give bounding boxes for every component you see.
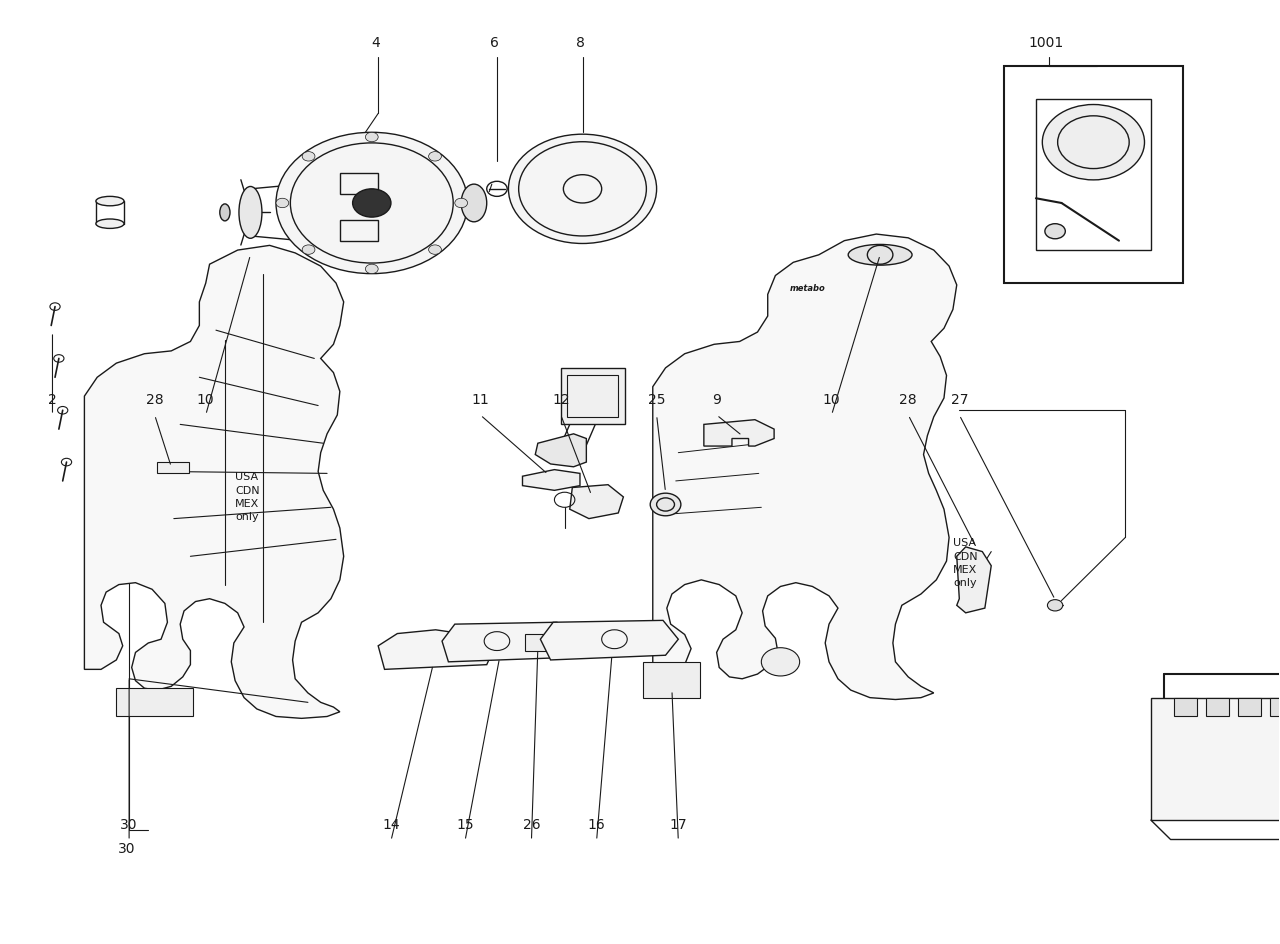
Text: 12: 12	[552, 392, 570, 406]
Circle shape	[650, 494, 681, 516]
Ellipse shape	[239, 187, 262, 239]
Text: USA
CDN
MEX
only: USA CDN MEX only	[236, 472, 260, 521]
Bar	[1004, 67, 1183, 284]
Polygon shape	[535, 434, 586, 467]
Circle shape	[365, 265, 378, 275]
Ellipse shape	[96, 197, 124, 207]
Text: 30: 30	[118, 841, 136, 855]
Bar	[340, 174, 378, 194]
Bar	[340, 221, 378, 242]
Text: 15: 15	[456, 818, 474, 832]
Text: 14: 14	[383, 818, 399, 832]
Polygon shape	[570, 485, 623, 519]
Text: 6: 6	[490, 37, 499, 50]
Polygon shape	[84, 246, 344, 718]
Polygon shape	[540, 621, 678, 660]
Circle shape	[454, 199, 467, 209]
Bar	[157, 463, 189, 474]
Bar	[561, 368, 625, 425]
Text: 10: 10	[823, 392, 841, 406]
Ellipse shape	[96, 220, 124, 229]
Polygon shape	[653, 235, 956, 700]
Text: 27: 27	[951, 392, 968, 406]
Ellipse shape	[285, 185, 317, 242]
Bar	[1036, 100, 1151, 251]
Polygon shape	[956, 548, 991, 614]
Bar	[1174, 698, 1197, 716]
Text: metabo: metabo	[790, 284, 826, 293]
Text: 25: 25	[648, 392, 666, 406]
Text: 9: 9	[712, 392, 721, 406]
Text: 2: 2	[49, 392, 56, 406]
Bar	[1238, 698, 1261, 716]
Text: 11: 11	[471, 392, 489, 406]
Text: 8: 8	[576, 37, 585, 50]
Bar	[1270, 698, 1280, 716]
Bar	[643, 662, 700, 698]
Circle shape	[1042, 106, 1144, 180]
Circle shape	[302, 153, 315, 161]
Circle shape	[1044, 225, 1065, 240]
Circle shape	[508, 135, 657, 244]
Text: 16: 16	[588, 818, 605, 832]
Ellipse shape	[220, 205, 230, 222]
Circle shape	[302, 245, 315, 255]
Bar	[1151, 698, 1280, 820]
Bar	[567, 376, 618, 417]
Polygon shape	[442, 623, 570, 662]
Text: 30: 30	[120, 818, 138, 832]
Text: 4: 4	[371, 37, 380, 50]
Bar	[1206, 698, 1229, 716]
Circle shape	[352, 190, 390, 218]
Text: 1001: 1001	[1029, 37, 1064, 50]
Circle shape	[276, 199, 289, 209]
Ellipse shape	[849, 245, 913, 266]
Circle shape	[276, 133, 467, 275]
Bar	[525, 633, 553, 650]
Polygon shape	[378, 631, 493, 669]
Circle shape	[429, 245, 442, 255]
Polygon shape	[522, 470, 580, 491]
Bar	[116, 688, 193, 716]
Circle shape	[762, 648, 800, 676]
Text: 26: 26	[522, 818, 540, 832]
Text: 17: 17	[669, 818, 687, 832]
Ellipse shape	[461, 185, 486, 223]
Circle shape	[1047, 600, 1062, 612]
Text: 28: 28	[900, 392, 916, 406]
Circle shape	[429, 153, 442, 161]
Text: USA
CDN
MEX
only: USA CDN MEX only	[952, 538, 978, 587]
Text: 28: 28	[146, 392, 164, 406]
Text: 10: 10	[197, 392, 215, 406]
Circle shape	[365, 133, 378, 143]
Polygon shape	[704, 420, 774, 447]
